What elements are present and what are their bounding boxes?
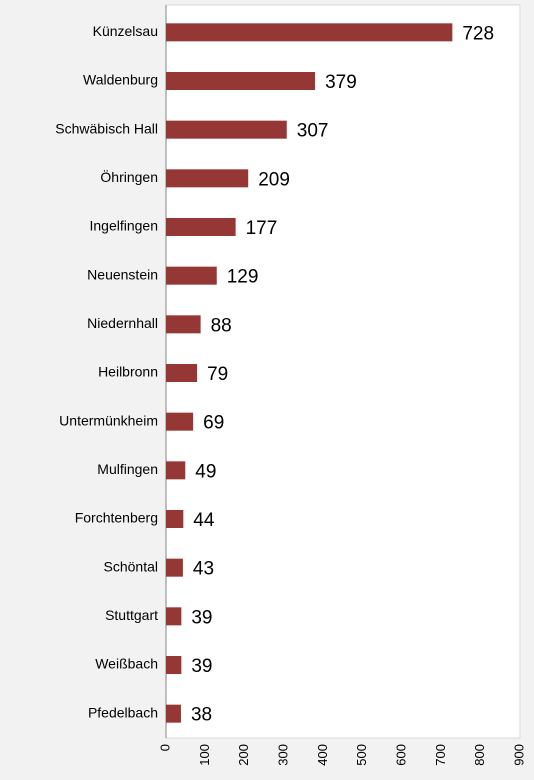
value-label: 728 — [462, 23, 494, 44]
x-tick-label: 200 — [236, 744, 251, 766]
category-label: Öhringen — [100, 168, 158, 185]
value-label: 43 — [193, 559, 214, 580]
x-tick-label: 400 — [315, 744, 330, 766]
bar — [166, 461, 186, 480]
category-label: Heilbronn — [98, 364, 158, 380]
bar — [166, 412, 194, 431]
category-label: Weißbach — [95, 656, 158, 672]
category-label: Forchtenberg — [75, 510, 158, 526]
bar — [166, 23, 453, 42]
bar — [166, 72, 316, 90]
x-tick-label: 0 — [157, 744, 172, 751]
bar — [166, 510, 184, 528]
x-tick-label: 300 — [275, 744, 290, 766]
bar — [166, 607, 182, 626]
category-label: Künzelsau — [93, 23, 158, 39]
value-label: 39 — [191, 607, 212, 628]
value-label: 177 — [246, 218, 278, 239]
category-label: Schwäbisch Hall — [55, 120, 158, 136]
value-label: 39 — [191, 656, 212, 677]
category-label: Schöntal — [104, 558, 158, 574]
x-tick-label: 700 — [433, 744, 448, 766]
bar — [166, 120, 287, 139]
category-label: Ingelfingen — [89, 218, 158, 234]
category-label: Mulfingen — [97, 461, 158, 477]
bar — [166, 218, 236, 236]
value-label: 129 — [227, 267, 259, 288]
category-label: Niedernhall — [87, 315, 158, 331]
bar — [166, 315, 201, 334]
value-label: 379 — [325, 72, 357, 93]
value-label: 209 — [258, 169, 290, 190]
category-label: Neuenstein — [87, 266, 158, 282]
x-tick-label: 500 — [354, 744, 369, 766]
value-label: 88 — [211, 315, 232, 336]
value-label: 69 — [203, 413, 224, 434]
category-label: Pfedelbach — [88, 704, 158, 720]
value-label: 44 — [193, 510, 215, 531]
x-tick-label: 600 — [393, 744, 408, 766]
x-tick-label: 900 — [511, 744, 526, 766]
bar — [166, 169, 249, 188]
value-label: 49 — [195, 461, 216, 482]
category-label: Waldenburg — [83, 72, 158, 88]
bar — [166, 266, 217, 285]
bar — [166, 704, 181, 723]
bar — [166, 558, 183, 577]
value-label: 79 — [207, 364, 228, 385]
x-tick-label: 100 — [197, 744, 212, 766]
bar — [166, 656, 182, 674]
bar — [166, 364, 198, 382]
category-label: Untermünkheim — [59, 412, 158, 428]
x-tick-label: 800 — [472, 744, 487, 766]
value-label: 38 — [191, 705, 212, 726]
value-label: 307 — [297, 121, 329, 142]
category-label: Stuttgart — [105, 607, 158, 623]
